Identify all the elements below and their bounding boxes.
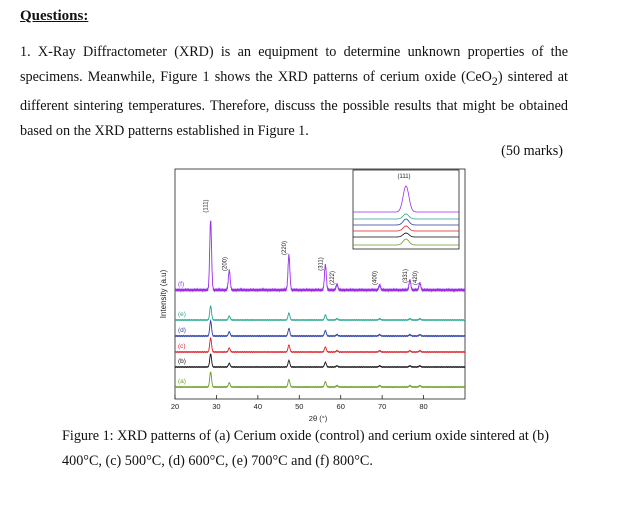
series-label: (b) [178, 358, 186, 365]
x-tick-label: 50 [295, 402, 303, 411]
xrd-series-f [174, 220, 466, 293]
inset-series-e [353, 213, 459, 220]
series-label: (f) [178, 281, 184, 288]
series-label: (d) [178, 327, 186, 334]
xrd-series-d [174, 319, 466, 338]
peak-label: (200) [222, 257, 228, 271]
question-subscript: 2 [491, 73, 498, 88]
inset-series-f [353, 185, 459, 213]
inset-label: (111) [397, 174, 410, 180]
marks-label: (50 marks) [501, 143, 563, 159]
xrd-series-b [174, 353, 466, 369]
x-tick-label: 60 [337, 402, 345, 411]
x-tick-label: 20 [171, 402, 179, 411]
x-tick-label: 80 [419, 402, 427, 411]
x-axis-label: 2θ (°) [309, 414, 328, 423]
figure-caption: Figure 1: XRD patterns of (a) Cerium oxi… [62, 428, 549, 469]
peak-label: (331) [403, 269, 409, 283]
inset-series-c [353, 225, 459, 232]
questions-heading: Questions: [20, 8, 89, 24]
inset-series-b [353, 232, 459, 238]
series-label: (a) [178, 378, 186, 385]
question-text: 1. X-Ray Diffractometer (XRD) is an equi… [20, 40, 568, 144]
xrd-series-a [174, 371, 466, 389]
inset-series-d [353, 218, 459, 226]
x-tick-label: 40 [254, 402, 262, 411]
inset-frame [352, 169, 460, 250]
series-label: (e) [178, 311, 186, 318]
plot-frame [174, 168, 466, 400]
series-label: (c) [178, 343, 186, 350]
peak-label: (400) [373, 271, 379, 285]
peak-label: (420) [413, 271, 419, 285]
x-tick-label: 70 [378, 402, 386, 411]
x-tick-label: 30 [212, 402, 220, 411]
question-part-2: ) sintered at different sintering temper… [20, 69, 568, 139]
xrd-series-c [174, 337, 466, 354]
inset-series-a [353, 238, 459, 246]
peak-label: (311) [318, 257, 324, 271]
y-axis-label: Intensity (a.u) [159, 269, 168, 318]
xrd-series-e [174, 305, 466, 322]
peak-label: (220) [282, 241, 288, 255]
peak-label: (111) [204, 199, 210, 212]
xrd-chart: 20 30 40 50 60 70 80 2θ (°) Intensity (a.u) (a) (b… [159, 168, 466, 423]
question-part-1: 1. X-Ray Diffractometer (XRD) is an equi… [20, 44, 568, 85]
peak-label: (222) [330, 271, 336, 285]
